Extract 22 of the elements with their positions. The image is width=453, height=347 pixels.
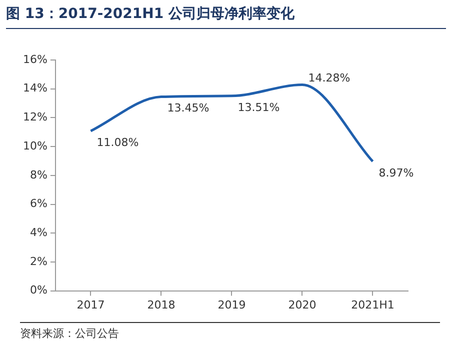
y-tick-label: 4%	[30, 226, 48, 239]
data-label: 14.28%	[308, 72, 350, 85]
x-tick-label: 2021H1	[351, 298, 394, 312]
data-label: 8.97%	[378, 166, 414, 180]
x-tick-label: 2018	[147, 298, 176, 312]
chart-title: 图 13：2017-2021H1 公司归母净利率变化	[6, 5, 446, 29]
data-label: 13.45%	[167, 102, 210, 115]
y-tick-label: 14%	[22, 82, 48, 95]
y-tick-label: 0%	[30, 284, 48, 297]
y-tick-label: 6%	[30, 197, 48, 210]
line-series	[89, 84, 374, 163]
y-tick-label: 16%	[22, 52, 48, 66]
x-tick-label: 2017	[76, 298, 105, 312]
x-tick-label: 2020	[288, 298, 316, 312]
y-tick-label: 10%	[22, 139, 48, 152]
data-label: 13.51%	[238, 100, 280, 114]
text: 资料来源：公司公告	[20, 322, 440, 341]
y-tick-label: 12%	[22, 110, 48, 124]
y-tick-label: 8%	[30, 168, 48, 182]
data-label: 11.08%	[96, 136, 139, 149]
x-tick-label: 2019	[218, 298, 246, 312]
y-tick-label: 2%	[30, 254, 48, 268]
